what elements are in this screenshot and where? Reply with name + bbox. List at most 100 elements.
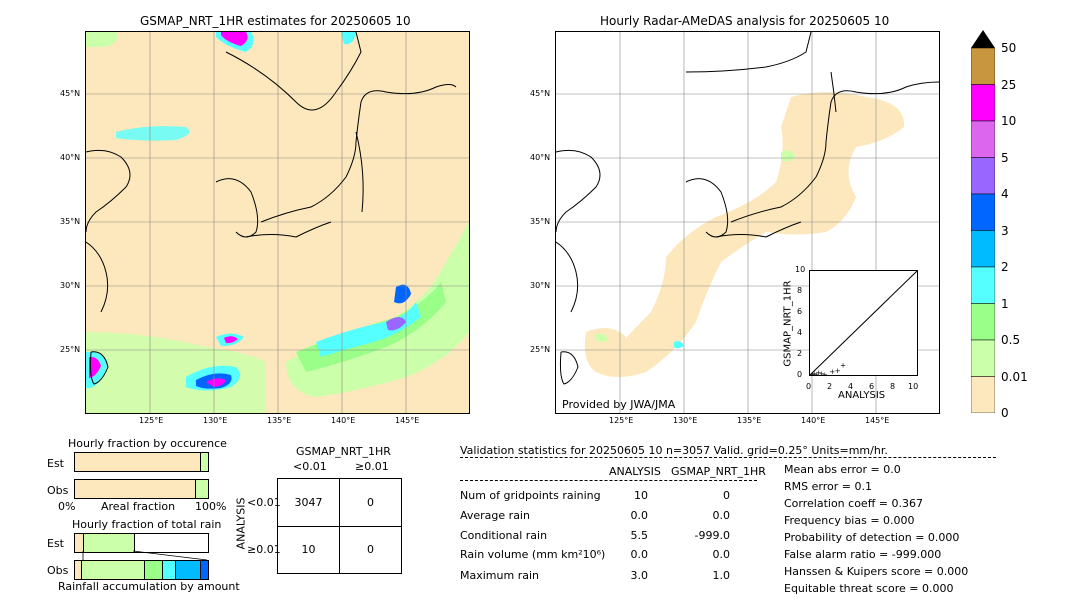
validation-row-label: Rain volume (mm km²10⁶) (460, 548, 606, 561)
contingency-cell: 10 (301, 543, 316, 556)
contingency-cell: 3047 (294, 496, 323, 509)
colorbar-band (970, 266, 996, 304)
validation-row-gsmap: 0.0 (712, 548, 731, 561)
colorbar-graphic (970, 30, 996, 414)
inset-xlabel: ANALYSIS (838, 390, 886, 401)
validation-header: Validation statistics for 20250605 10 n=… (460, 444, 888, 457)
right-map-coastlines (556, 32, 939, 385)
contingency-col-label: <0.01 (293, 460, 327, 473)
left-lon-label: 125°E (139, 416, 164, 425)
colorbar-label: 25 (1001, 78, 1017, 92)
colorbar-band (970, 120, 996, 158)
left-map-title: GSMAP_NRT_1HR estimates for 20250605 10 (140, 14, 411, 28)
colorbar-bands (970, 47, 996, 414)
left-rain-field (86, 32, 469, 413)
colorbar-extend-arrow (971, 30, 995, 48)
contingency-row-axis: ANALYSIS (234, 497, 248, 550)
left-map-coastlines (86, 32, 457, 385)
validation-row-label: Num of gridpoints raining (460, 489, 601, 502)
score-line: Frequency bias = 0.000 (784, 514, 915, 527)
inset-tick-y: 6 (797, 307, 803, 316)
colorbar-label: 2 (1001, 260, 1009, 274)
left-lon-label: 130°E (203, 416, 228, 425)
inset-point: + (815, 369, 821, 375)
inset-point: + (810, 372, 816, 375)
occurrence-row-est: Est (47, 457, 64, 470)
validation-row-label: Maximum rain (460, 569, 539, 582)
validation-row-label: Average rain (460, 509, 530, 522)
total-bar-est-seg (75, 534, 84, 552)
validation-col-analysis: ANALYSIS (609, 465, 661, 478)
score-line: Hanssen & Kuipers score = 0.000 (784, 565, 969, 578)
inset-tick-y: 10 (795, 265, 806, 274)
left-map-grid (86, 32, 469, 413)
left-lon-label: 135°E (267, 416, 292, 425)
total-connector (82, 550, 208, 561)
colorbar-label: 1 (1001, 297, 1009, 311)
colorbar-band (970, 376, 996, 414)
left-map (85, 31, 470, 414)
occurrence-axis-mid: Areal fraction (101, 500, 176, 513)
right-map-canvas (556, 32, 939, 413)
contingency-col-label: ≥0.01 (355, 460, 389, 473)
inset-tick-x: 6 (869, 382, 875, 391)
inset-tick-x: 8 (890, 382, 896, 391)
total-bar-obs-seg (75, 561, 82, 579)
right-map: Provided by JWA/JMA ++++++++++ (555, 31, 940, 414)
inset-tick-y: 8 (797, 286, 803, 295)
validation-row-analysis: 10 (634, 489, 648, 502)
right-map-title: Hourly Radar-AMeDAS analysis for 2025060… (600, 14, 890, 28)
right-lat-label: 30°N (530, 281, 551, 290)
colorbar-label: 5 (1001, 151, 1009, 165)
score-line: Mean abs error = 0.0 (784, 463, 901, 476)
total-bar-obs-seg (145, 561, 163, 579)
inset-tick-x: 10 (908, 382, 919, 391)
contingency-cell: 0 (367, 496, 374, 509)
colorbar-band (970, 84, 996, 122)
colorbar-label: 0.5 (1001, 333, 1021, 347)
total-row-est: Est (47, 537, 64, 550)
score-line: False alarm ratio = -999.000 (784, 548, 942, 561)
inset-point: + (835, 367, 841, 375)
inset-point: + (810, 371, 815, 375)
inset-tick-x: 0 (806, 382, 812, 391)
colorbar-band (970, 339, 996, 377)
total-footer: Rainfall accumulation by amount (58, 580, 240, 593)
validation-row-analysis: 0.0 (630, 548, 649, 561)
inset-diagonal (810, 271, 917, 375)
colorbar-band (970, 193, 996, 231)
right-lon-label: 140°E (801, 416, 826, 425)
colorbar (970, 30, 996, 414)
left-lat-label: 25°N (60, 345, 81, 354)
right-lat-label: 25°N (530, 345, 551, 354)
colorbar-label: 3 (1001, 224, 1009, 238)
inset-point: + (822, 371, 828, 375)
validation-row-analysis: 3.0 (630, 569, 649, 582)
validation-row-gsmap: -999.0 (694, 529, 730, 542)
right-lat-label: 35°N (530, 217, 551, 226)
colorbar-band (970, 230, 996, 268)
colorbar-label: 10 (1001, 114, 1017, 128)
occurrence-row-obs: Obs (47, 484, 69, 497)
left-lat-label: 30°N (60, 281, 81, 290)
right-lat-label: 40°N (530, 153, 551, 162)
total-bar-obs-seg (201, 561, 208, 579)
total-row-obs: Obs (47, 564, 69, 577)
score-line: RMS error = 0.1 (784, 480, 872, 493)
inset-tick-x: 2 (827, 382, 833, 391)
total-bar-obs-seg (163, 561, 176, 579)
inset-point: + (811, 370, 817, 375)
validation-row-gsmap: 1.0 (712, 569, 731, 582)
inset-tick-y: 0 (797, 370, 803, 379)
colorbar-band (970, 47, 996, 85)
left-lat-label: 35°N (60, 217, 81, 226)
colorbar-label: 0 (1001, 406, 1009, 420)
score-line: Equitable threat score = 0.000 (784, 582, 954, 595)
colorbar-band (970, 157, 996, 195)
right-lon-label: 145°E (865, 416, 890, 425)
inset-tick-x: 4 (848, 382, 854, 391)
validation-row-analysis: 0.0 (630, 509, 649, 522)
total-bar-est-seg (84, 534, 135, 552)
total-bar-obs (74, 560, 209, 580)
right-lat-label: 45°N (530, 89, 551, 98)
